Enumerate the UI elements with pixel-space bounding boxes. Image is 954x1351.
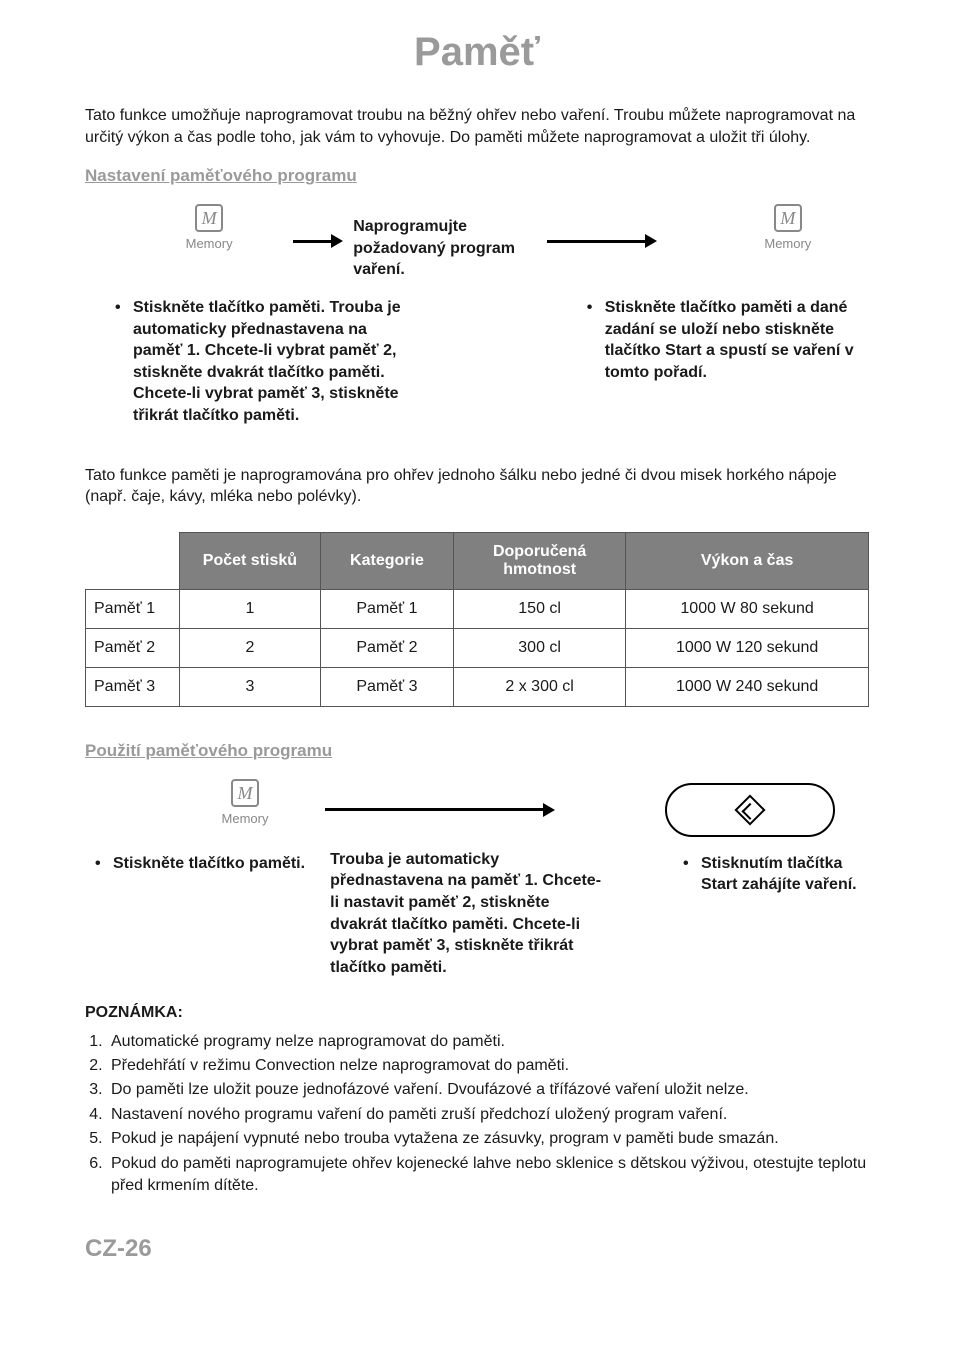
memory-preset-paragraph: Tato funkce paměti je naprogramována pro… — [85, 465, 869, 508]
table-cell: 2 — [179, 628, 320, 667]
setup-flow-row: M Memory Naprogramujte požadovaný progra… — [85, 204, 869, 281]
table-header: Počet stisků — [179, 532, 320, 589]
table-cell: Paměť 3 — [86, 667, 180, 706]
table-row: Paměť 33Paměť 32 x 300 cl1000 W 240 seku… — [86, 667, 869, 706]
step-save-or-start-text: •Stiskněte tlačítko paměti a dané zadání… — [587, 297, 869, 383]
memory-icon-label: Memory — [175, 811, 315, 826]
table-cell: Paměť 2 — [86, 628, 180, 667]
table-cell: Paměť 3 — [320, 667, 453, 706]
list-item: Předehřátí v režimu Convection nelze nap… — [107, 1055, 869, 1077]
intro-paragraph: Tato funkce umožňuje naprogramovat troub… — [85, 105, 869, 148]
table-header — [86, 532, 180, 589]
memory-table: Počet stiskůKategorieDoporučená hmotnost… — [85, 532, 869, 707]
table-header: Kategorie — [320, 532, 453, 589]
table-cell: 1000 W 240 sekund — [626, 667, 869, 706]
list-item: Automatické programy nelze naprogramovat… — [107, 1031, 869, 1053]
list-item: Nastavení nového programu vaření do pamě… — [107, 1104, 869, 1126]
memory-icon-label: Memory — [707, 236, 869, 251]
notes-section: POZNÁMKA: Automatické programy nelze nap… — [85, 1002, 869, 1197]
list-item: Do paměti lze uložit pouze jednofázové v… — [107, 1079, 869, 1101]
arrow-icon — [325, 803, 555, 817]
use-step-press-memory: •Stiskněte tlačítko paměti. — [95, 853, 320, 875]
page-title: Paměť — [85, 30, 869, 75]
section-setup-heading: Nastavení paměťového programu — [85, 166, 869, 186]
memory-icon: M Memory — [707, 204, 869, 251]
use-step-select-memory: Trouba je automaticky přednastavena na p… — [330, 849, 604, 979]
arrow-icon — [547, 234, 657, 248]
table-cell: 2 x 300 cl — [454, 667, 626, 706]
table-cell: 1000 W 80 sekund — [626, 589, 869, 628]
table-cell: Paměť 1 — [320, 589, 453, 628]
memory-icon: M Memory — [175, 779, 315, 826]
table-cell: 150 cl — [454, 589, 626, 628]
page-number: CZ-26 — [85, 1235, 869, 1263]
table-header: Doporučená hmotnost — [454, 532, 626, 589]
list-item: Pokud do paměti naprogramujete ohřev koj… — [107, 1153, 869, 1198]
start-button-icon — [665, 783, 835, 837]
notes-heading: POZNÁMKA: — [85, 1002, 869, 1024]
use-step-start: •Stisknutím tlačítka Start zahájíte vaře… — [683, 853, 869, 896]
table-cell: 300 cl — [454, 628, 626, 667]
table-row: Paměť 11Paměť 1150 cl1000 W 80 sekund — [86, 589, 869, 628]
step-program-text: Naprogramujte požadovaný program vaření. — [353, 216, 536, 281]
use-flow-row: M Memory — [85, 779, 869, 837]
section-use-heading: Použití paměťového programu — [85, 741, 869, 761]
memory-icon: M Memory — [135, 204, 283, 251]
memory-icon-box: M — [195, 204, 223, 232]
table-row: Paměť 22Paměť 2300 cl1000 W 120 sekund — [86, 628, 869, 667]
step-press-memory-text: •Stiskněte tlačítko paměti. Trouba je au… — [115, 297, 416, 427]
table-cell: Paměť 1 — [86, 589, 180, 628]
table-cell: 3 — [179, 667, 320, 706]
table-cell: 1000 W 120 sekund — [626, 628, 869, 667]
memory-icon-box: M — [231, 779, 259, 807]
list-item: Pokud je napájení vypnuté nebo trouba vy… — [107, 1128, 869, 1150]
diamond-icon — [734, 794, 765, 825]
table-cell: 1 — [179, 589, 320, 628]
arrow-icon — [293, 234, 343, 248]
table-header: Výkon a čas — [626, 532, 869, 589]
memory-icon-label: Memory — [135, 236, 283, 251]
table-cell: Paměť 2 — [320, 628, 453, 667]
memory-icon-box: M — [774, 204, 802, 232]
